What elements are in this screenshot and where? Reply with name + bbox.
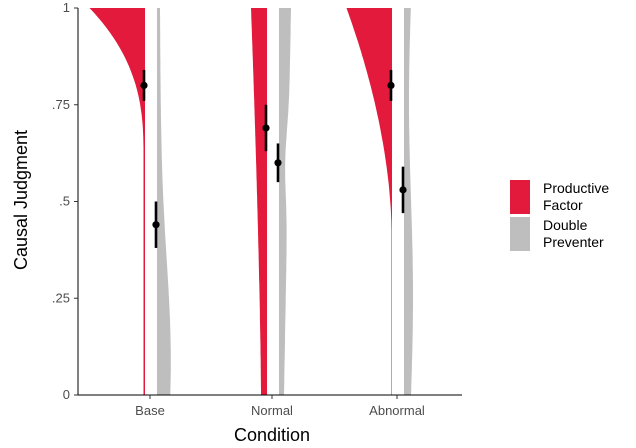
y-tick-label: .75 — [52, 97, 70, 112]
x-tick-label-abnormal: Abnormal — [369, 403, 425, 418]
plot-area — [89, 8, 413, 395]
y-tick-label: .5 — [59, 194, 70, 209]
mean-point-double-preventer-abnormal — [399, 186, 407, 194]
legend-label-productive-factor: Productive — [543, 180, 609, 196]
mean-point-productive-base — [140, 81, 148, 89]
x-tick-label-base: Base — [135, 403, 165, 418]
mean-point-double-preventer-normal — [274, 159, 282, 167]
x-tick-label-normal: Normal — [251, 403, 293, 418]
mean-point-productive-normal — [262, 124, 270, 132]
violin-double-preventer-normal — [279, 8, 291, 395]
y-tick-label: .25 — [52, 290, 70, 305]
y-axis-title: Causal Judgment — [11, 130, 31, 270]
mean-point-productive-abnormal — [387, 81, 395, 89]
violin-productive-normal — [251, 8, 267, 395]
x-axis-title: Condition — [234, 425, 310, 445]
legend-swatch-double-preventer — [510, 217, 530, 251]
violin-productive-base — [89, 8, 145, 395]
violin-productive-abnormal — [346, 8, 392, 395]
legend-label-double-preventer: Double — [543, 217, 588, 233]
legend-label-productive-factor: Factor — [543, 197, 583, 213]
violin-double-preventer-abnormal — [404, 8, 413, 395]
y-tick-label: 0 — [63, 387, 70, 402]
y-tick-label: 1 — [63, 0, 70, 15]
legend-swatch-productive-factor — [510, 180, 530, 214]
mean-point-double-preventer-base — [152, 221, 160, 229]
legend-label-double-preventer: Preventer — [543, 234, 604, 250]
violin-double-preventer-base — [157, 8, 171, 395]
axes: 0 .25 .5 .75 1 Base Normal Abnormal — [52, 0, 462, 418]
